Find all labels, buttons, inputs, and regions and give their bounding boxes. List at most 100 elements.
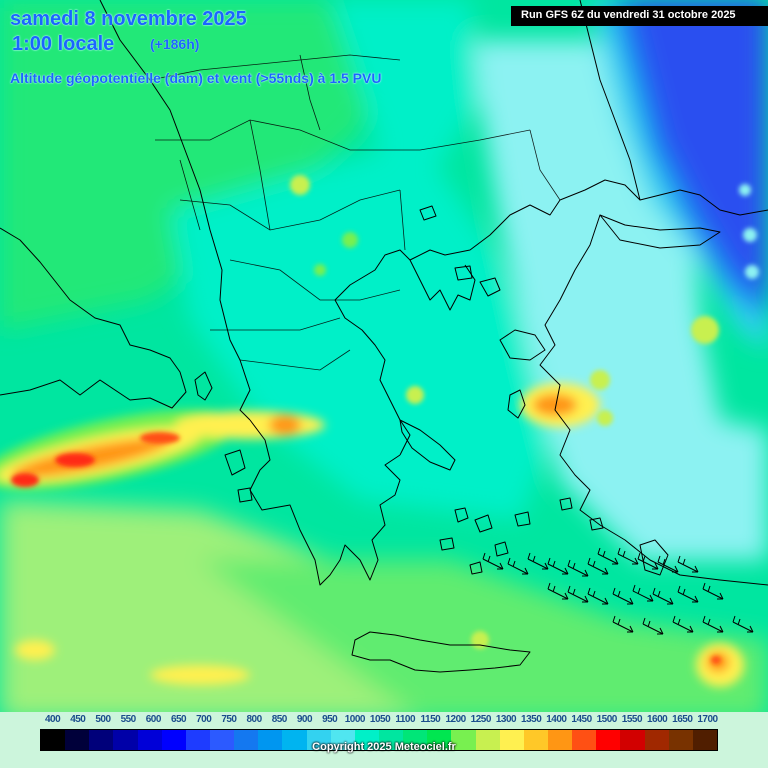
coast-chios xyxy=(507,389,526,419)
coast-zakynthos xyxy=(237,487,253,503)
jet-core-west xyxy=(55,453,95,467)
wind-vectors xyxy=(482,547,754,635)
jet-core-far-west xyxy=(11,473,39,487)
legend-label-950: 950 xyxy=(322,714,338,725)
legend-label-1400: 1400 xyxy=(546,714,567,725)
jet-ion-orange xyxy=(269,415,301,435)
legend-swatch xyxy=(89,730,114,750)
small-spots xyxy=(290,175,719,649)
wind-arrow xyxy=(637,552,659,570)
wind-arrow xyxy=(547,557,569,575)
wind-arrow xyxy=(702,615,724,633)
spot-6 xyxy=(691,316,719,344)
wind-arrow xyxy=(527,552,549,570)
legend-swatch xyxy=(354,730,379,750)
wind-arrow xyxy=(567,559,589,577)
legend-label-900: 900 xyxy=(296,714,313,725)
legend-swatch xyxy=(475,730,500,750)
spot-2 xyxy=(406,386,424,404)
legend-swatch xyxy=(282,730,307,750)
legend-swatch xyxy=(234,730,259,750)
cell-2 xyxy=(745,265,759,279)
wind-arrow xyxy=(587,587,609,605)
legend-swatch xyxy=(65,730,90,750)
jet-sw-yellow xyxy=(15,640,55,660)
coast-marmara xyxy=(599,214,721,249)
jet-core-mid xyxy=(140,432,180,444)
legend-label-1450: 1450 xyxy=(571,714,592,725)
cell-1 xyxy=(743,228,757,242)
legend-swatch xyxy=(41,730,66,750)
coast-cyclades-3 xyxy=(439,537,455,551)
border-1 xyxy=(149,54,401,81)
legend-swatch xyxy=(644,730,669,750)
legend-label-1650: 1650 xyxy=(672,714,693,725)
blue-cells xyxy=(739,184,759,279)
legend-swatch xyxy=(137,730,162,750)
legend-swatch xyxy=(692,730,717,750)
legend-swatch xyxy=(330,730,355,750)
legend-label-1200: 1200 xyxy=(445,714,466,725)
spot-4 xyxy=(590,370,610,390)
coast-euboea xyxy=(399,419,456,471)
wind-arrow xyxy=(732,615,754,633)
coast-crete xyxy=(351,631,531,673)
wind-arrow xyxy=(612,615,634,633)
jet-band-ion xyxy=(175,411,325,439)
legend-label-1250: 1250 xyxy=(470,714,492,725)
coast-cyclades-2 xyxy=(474,514,493,533)
jet-aegean-e-orange xyxy=(533,394,577,416)
coast-cyclades-5 xyxy=(469,561,483,575)
field-nw-green xyxy=(0,0,420,330)
legend-swatch xyxy=(596,730,621,750)
legend-swatch xyxy=(620,730,645,750)
legend-swatch xyxy=(427,730,452,750)
legend-swatch xyxy=(113,730,138,750)
coast-anatolia xyxy=(539,214,768,586)
wind-arrow xyxy=(677,555,699,573)
border-9 xyxy=(529,129,561,201)
legend-label-700: 700 xyxy=(196,714,212,725)
jet-core-crete-e xyxy=(711,656,721,664)
border-10 xyxy=(179,159,201,231)
legend-swatch xyxy=(547,730,573,750)
coast-lesbos xyxy=(499,329,546,361)
wind-arrow xyxy=(507,557,529,575)
wind-arrow xyxy=(612,587,634,605)
coast-dodecanese-2 xyxy=(589,517,604,531)
wind-arrow xyxy=(642,617,664,635)
coast-greece-west xyxy=(249,419,401,586)
border-6 xyxy=(239,349,351,371)
borders xyxy=(149,54,561,371)
coast-thrace xyxy=(559,179,768,216)
coast-dodecanese-1 xyxy=(559,497,573,511)
legend-label-1700: 1700 xyxy=(697,714,718,725)
wind-arrow xyxy=(657,555,679,573)
forecast-date: samedi 8 novembre 2025 xyxy=(10,8,247,30)
border-8 xyxy=(249,119,271,231)
legend-swatch xyxy=(258,730,283,750)
legend-label-1000: 1000 xyxy=(344,714,366,725)
coastlines xyxy=(0,0,768,673)
wind-arrow xyxy=(617,547,639,565)
coast-thasos xyxy=(454,265,473,281)
legend-bar xyxy=(40,729,718,751)
border-5 xyxy=(210,317,341,331)
legend-label-500: 500 xyxy=(95,714,111,725)
legend-swatch xyxy=(161,730,186,750)
legend-swatch xyxy=(572,730,597,750)
coast-samothrace xyxy=(419,205,437,221)
border-11 xyxy=(399,189,406,251)
field-e-deepblue xyxy=(630,0,768,300)
coast-adriatic xyxy=(99,0,251,421)
forecast-time: 1:00 locale xyxy=(12,33,115,55)
legend-swatch xyxy=(403,730,428,750)
coast-italy xyxy=(0,227,187,409)
legend-label-1550: 1550 xyxy=(621,714,643,725)
coast-greece-east xyxy=(334,199,561,456)
border-7 xyxy=(299,54,321,131)
spot-8 xyxy=(314,264,326,276)
legend-label-1300: 1300 xyxy=(495,714,517,725)
legend-swatch xyxy=(499,730,524,750)
